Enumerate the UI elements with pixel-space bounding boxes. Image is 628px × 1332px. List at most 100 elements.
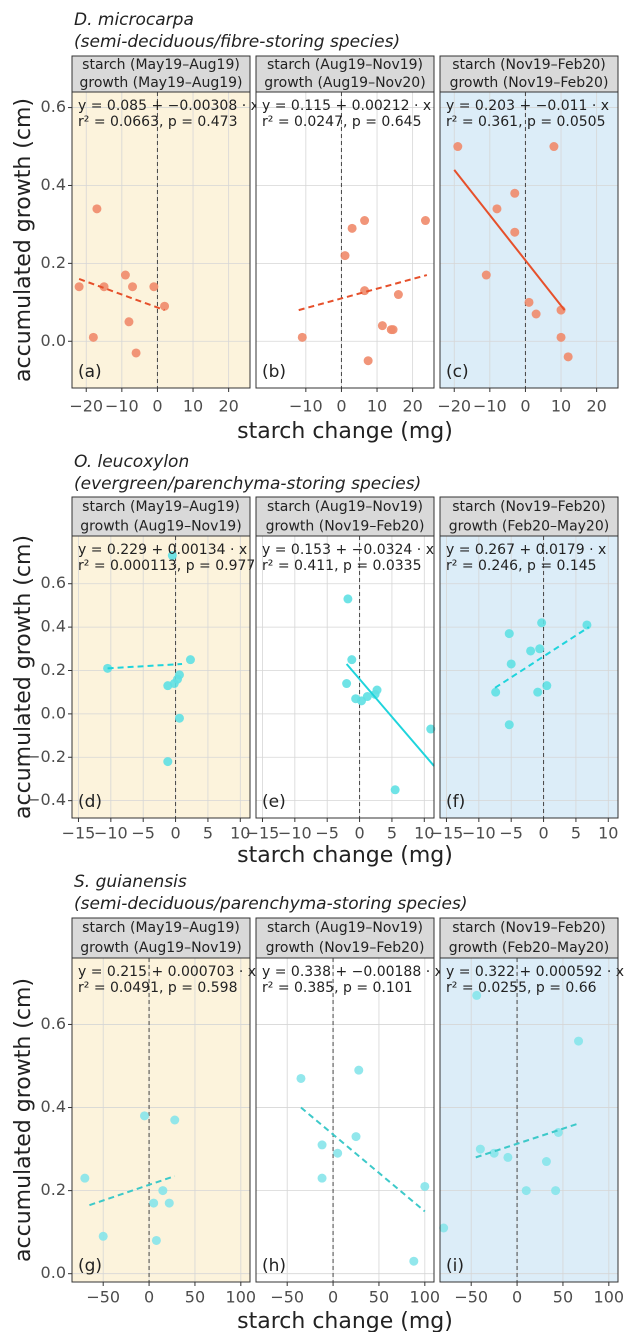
data-point (535, 644, 545, 654)
x-tick-label: 100 (410, 1288, 441, 1307)
y-tick-label: 0.4 (41, 1097, 66, 1116)
data-point (74, 282, 84, 292)
y-tick-label: 0.2 (41, 253, 66, 272)
data-point (531, 309, 541, 319)
data-point (333, 1148, 343, 1158)
data-point (524, 297, 534, 307)
data-point (131, 348, 141, 358)
x-tick-label: −10 (278, 824, 312, 843)
strip-label: growth (Aug19–Nov20) (264, 75, 425, 91)
strip-background (71, 496, 251, 537)
group-subtitle: (evergreen/parenchyma-storing species) (74, 474, 421, 494)
data-point (362, 692, 372, 702)
fit-line (298, 274, 428, 312)
data-point (439, 1223, 449, 1233)
strip-background (439, 496, 619, 537)
data-point (472, 990, 482, 1000)
y-tick-label: 0.6 (41, 1014, 66, 1033)
y-tick-label: 0.4 (41, 175, 66, 194)
data-point (296, 1073, 306, 1083)
x-tick-label: −50 (86, 1288, 120, 1307)
data-point (151, 1235, 161, 1245)
data-point (343, 594, 353, 604)
x-tick-label: 0 (538, 824, 548, 843)
data-point (409, 1256, 419, 1266)
data-point (164, 1198, 174, 1208)
panel-label: (e) (262, 792, 286, 812)
panel-label: (g) (78, 1256, 102, 1276)
strip-label: starch (May19–Aug19) (82, 499, 240, 515)
x-tick-label: −20 (437, 397, 471, 416)
data-point (551, 1186, 561, 1196)
x-tick-label: 0 (354, 824, 364, 843)
data-point (563, 352, 573, 362)
x-tick-label: 0 (170, 824, 180, 843)
data-point (420, 216, 430, 226)
fit-equation: r² = 0.0255, p = 0.66 (446, 980, 597, 996)
data-point (149, 1198, 159, 1208)
x-tick-label: 10 (551, 397, 571, 416)
x-tick-label: 5 (571, 824, 581, 843)
x-tick-label: −10 (105, 397, 139, 416)
data-point (149, 282, 159, 292)
panel-border (71, 957, 251, 1283)
panel-label: (d) (78, 792, 102, 812)
x-tick-label: −5 (131, 824, 155, 843)
data-point (124, 317, 134, 327)
y-tick-label: 0.4 (41, 617, 66, 636)
x-tick-label: 20 (586, 397, 606, 416)
panel-border (439, 535, 619, 819)
strip-background (255, 496, 435, 537)
y-tick-label: 0.6 (41, 573, 66, 592)
data-point (541, 1157, 551, 1167)
y-axis-label: accumulated growth (cm) (11, 978, 36, 1262)
group-title: O. leucoxylon (74, 452, 189, 472)
panel-label: (f) (446, 792, 465, 812)
x-tick-label: 0 (520, 397, 530, 416)
x-tick-label: 100 (226, 1288, 257, 1307)
panel-background (256, 536, 434, 818)
x-tick-label: −10 (462, 824, 496, 843)
panel-border (255, 91, 435, 389)
data-point (360, 216, 370, 226)
x-tick-label: 0 (144, 1288, 154, 1307)
data-point (317, 1173, 327, 1183)
data-point (582, 620, 592, 630)
data-point (160, 301, 170, 311)
fit-equation: r² = 0.0663, p = 0.473 (78, 114, 237, 130)
x-tick-label: −10 (289, 397, 323, 416)
x-tick-label: 10 (183, 397, 203, 416)
fit-equation: r² = 0.0491, p = 0.598 (78, 980, 237, 996)
fit-line (345, 663, 435, 767)
fit-equation: y = 0.203 + −0.011 · x (446, 98, 609, 114)
y-tick-label: 0.6 (41, 97, 66, 116)
data-point (351, 1132, 361, 1142)
data-point (526, 646, 536, 656)
strip-label: starch (Aug19–Nov19) (267, 57, 423, 73)
x-tick-label: 20 (218, 397, 238, 416)
fit-line (300, 1106, 426, 1213)
y-tick-label: 0.2 (41, 1180, 66, 1199)
panel-border (439, 91, 619, 389)
fit-equation: y = 0.215 + 0.000703 · x (78, 964, 256, 980)
data-point (99, 282, 109, 292)
data-point (342, 679, 352, 689)
data-point (504, 720, 514, 730)
fit-equation: r² = 0.361, p = 0.0505 (446, 114, 605, 130)
fit-line (494, 626, 590, 689)
strip-background (439, 917, 619, 959)
data-point (167, 551, 177, 561)
strip-label: starch (May19–Aug19) (82, 920, 240, 936)
fit-equation: r² = 0.385, p = 0.101 (262, 980, 413, 996)
x-axis-label: starch change (mg) (237, 843, 453, 868)
data-point (504, 629, 514, 639)
x-tick-label: 0 (512, 1288, 522, 1307)
strip-label: growth (Nov19–Feb20) (450, 75, 609, 91)
x-tick-label: −5 (499, 824, 523, 843)
data-point (80, 1173, 90, 1183)
data-point (420, 1181, 430, 1191)
fit-equation: y = 0.115 + 0.00212 · x (262, 98, 431, 114)
data-point (426, 724, 436, 734)
y-tick-label: −0.4 (27, 790, 66, 809)
y-tick-label: −0.2 (27, 747, 66, 766)
